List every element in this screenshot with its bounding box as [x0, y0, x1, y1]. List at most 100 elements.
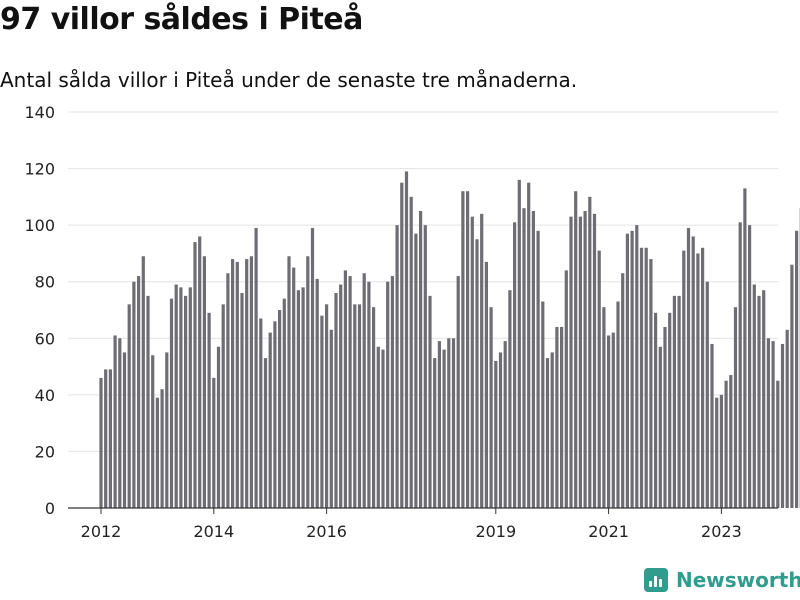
bar [780, 343, 785, 508]
bar [315, 278, 319, 508]
bar [414, 233, 418, 508]
y-tick-label: 80 [35, 273, 55, 292]
bar [263, 358, 268, 508]
bar [705, 281, 709, 508]
bar [235, 261, 239, 508]
bar [682, 250, 686, 508]
bar [513, 222, 517, 508]
bar [386, 281, 390, 508]
x-tick-label: 2023 [701, 522, 742, 541]
bar [569, 216, 573, 508]
bar [630, 230, 634, 509]
bar [592, 213, 597, 508]
y-tick-label: 60 [35, 329, 55, 348]
bar [616, 301, 620, 508]
bar [292, 267, 296, 508]
bar [301, 287, 305, 508]
bar [254, 227, 258, 508]
bar [433, 358, 437, 508]
newsworthy-logo: Newsworthy [644, 568, 800, 592]
bar [174, 284, 178, 508]
bar [503, 341, 507, 508]
bar [536, 230, 540, 509]
bar [179, 287, 183, 508]
bar [146, 295, 150, 508]
bar [733, 307, 738, 508]
bar [531, 211, 535, 508]
bar [372, 307, 376, 508]
bar [701, 247, 705, 508]
bar [442, 349, 446, 508]
bar [757, 295, 761, 508]
bar [390, 276, 394, 508]
bar [268, 332, 272, 508]
bar [498, 352, 503, 508]
bar [715, 397, 719, 508]
bar [151, 355, 155, 508]
bar [724, 380, 728, 508]
bar [607, 335, 611, 508]
bar [381, 349, 385, 508]
bar [127, 304, 131, 508]
bar [654, 312, 658, 508]
bar [668, 312, 672, 508]
bar [743, 188, 747, 508]
bar [160, 389, 164, 508]
bar [574, 191, 578, 508]
bar [475, 239, 479, 509]
bar [278, 310, 282, 508]
bar [226, 273, 230, 508]
bar [451, 338, 456, 508]
bar [423, 225, 427, 508]
bar [221, 304, 225, 508]
bar [484, 261, 488, 508]
bars [99, 171, 800, 509]
bar [395, 225, 399, 508]
bar [663, 326, 667, 508]
bar [738, 222, 742, 508]
bar [588, 196, 592, 509]
bar [320, 315, 324, 508]
bar [202, 256, 206, 508]
bar [583, 211, 587, 508]
bar [437, 341, 441, 508]
x-tick-label: 2021 [588, 522, 629, 541]
bar [560, 326, 564, 508]
bar [367, 281, 371, 508]
bar [362, 273, 366, 508]
bar [108, 369, 112, 508]
bar [400, 182, 404, 508]
bar [550, 352, 554, 508]
bar [611, 332, 615, 508]
bar [447, 338, 451, 508]
bar [639, 247, 644, 508]
x-tick-label: 2019 [475, 522, 516, 541]
bar [409, 196, 413, 509]
bar [193, 242, 197, 509]
bar [184, 295, 188, 508]
chart-subtitle: Antal sålda villor i Piteå under de sena… [0, 68, 578, 92]
bar [752, 284, 756, 508]
bar [517, 179, 521, 508]
bar [696, 253, 700, 508]
bar [494, 360, 498, 508]
bar [404, 171, 409, 508]
bar [306, 256, 310, 508]
bar [771, 341, 775, 508]
bar [113, 335, 117, 508]
bar [287, 256, 291, 508]
x-tick-label: 2016 [306, 522, 347, 541]
bar [766, 338, 770, 508]
bar [795, 230, 799, 509]
bar [240, 293, 244, 508]
bar [249, 256, 253, 508]
bar [564, 270, 568, 508]
bar [602, 307, 606, 508]
bar [132, 281, 136, 508]
y-tick-label: 0 [45, 499, 55, 518]
x-axis-ticks: 2012201420162019202120232025 [81, 508, 742, 541]
bar [461, 191, 465, 508]
bar [555, 326, 559, 508]
bar [231, 259, 235, 508]
y-tick-label: 20 [35, 442, 55, 461]
